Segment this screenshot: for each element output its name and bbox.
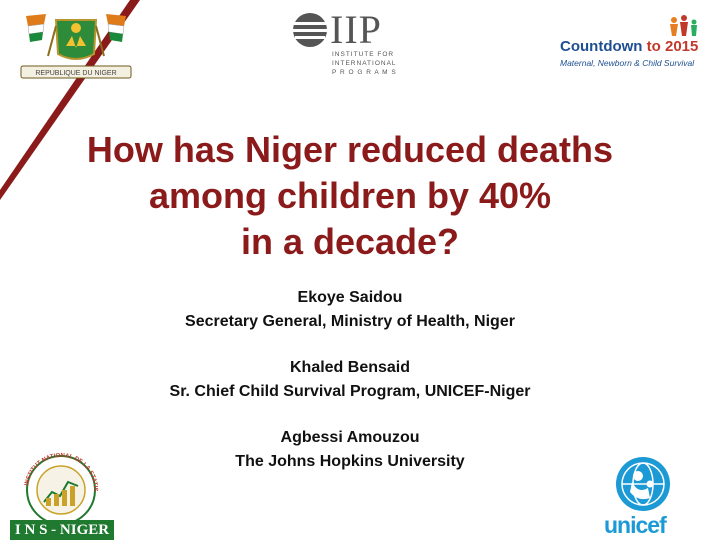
countdown-logo: Countdown to 2015 Maternal, Newborn & Ch…	[560, 14, 710, 74]
author-role: Secretary General, Ministry of Health, N…	[185, 313, 515, 330]
countdown-year: to 2015	[646, 38, 699, 55]
iip-globe-icon	[293, 13, 327, 47]
niger-emblem-logo: REPUBLIQUE DU NIGER	[16, 6, 136, 84]
author-name: Khaled Bensaid	[289, 359, 411, 376]
iip-subtitle: INSTITUTE FOR INTERNATIONAL P R O G R A …	[332, 51, 397, 76]
countdown-subtitle: Maternal, Newborn & Child Survival	[560, 58, 695, 68]
author-entry: Ekoye Saidou Secretary General, Ministry…	[60, 286, 640, 334]
slide-title: How has Niger reduced deaths among child…	[40, 127, 660, 265]
author-name: Agbessi Amouzou	[280, 429, 420, 446]
ins-niger-label: I N S - NIGER	[10, 520, 114, 540]
countdown-title: Countdown to 2015	[560, 38, 698, 55]
author-entry: Agbessi Amouzou The Johns Hopkins Univer…	[60, 426, 640, 474]
title-line-3: in a decade?	[240, 221, 460, 262]
authors-block: Ekoye Saidou Secretary General, Ministry…	[60, 286, 640, 496]
ins-statistics-seal-icon: INSTITUT NATIONAL DE LA STATISTIQUE	[8, 452, 98, 524]
author-name: Ekoye Saidou	[297, 289, 403, 306]
author-entry: Khaled Bensaid Sr. Chief Child Survival …	[60, 356, 640, 404]
title-line-1: How has Niger reduced deaths	[86, 129, 614, 170]
title-line-2: among children by 40%	[148, 175, 552, 216]
countdown-figures-icon	[670, 15, 697, 36]
iip-logo: IIP INSTITUTE FOR INTERNATIONAL P R O G …	[292, 10, 422, 80]
ins-niger-logo: INSTITUT NATIONAL DE LA STATISTIQUE I N …	[8, 452, 114, 540]
iip-name: IIP	[330, 7, 382, 52]
unicef-logo: unicef	[598, 452, 688, 538]
countdown-word: Countdown	[560, 38, 643, 55]
author-role: The Johns Hopkins University	[235, 453, 465, 470]
emblem-banner-text: REPUBLIQUE DU NIGER	[35, 70, 116, 77]
niger-coat-of-arms-icon: REPUBLIQUE DU NIGER	[20, 14, 132, 79]
author-role: Sr. Chief Child Survival Program, UNICEF…	[169, 383, 531, 400]
unicef-wordmark: unicef	[604, 512, 667, 538]
unicef-globe-icon	[616, 457, 670, 511]
